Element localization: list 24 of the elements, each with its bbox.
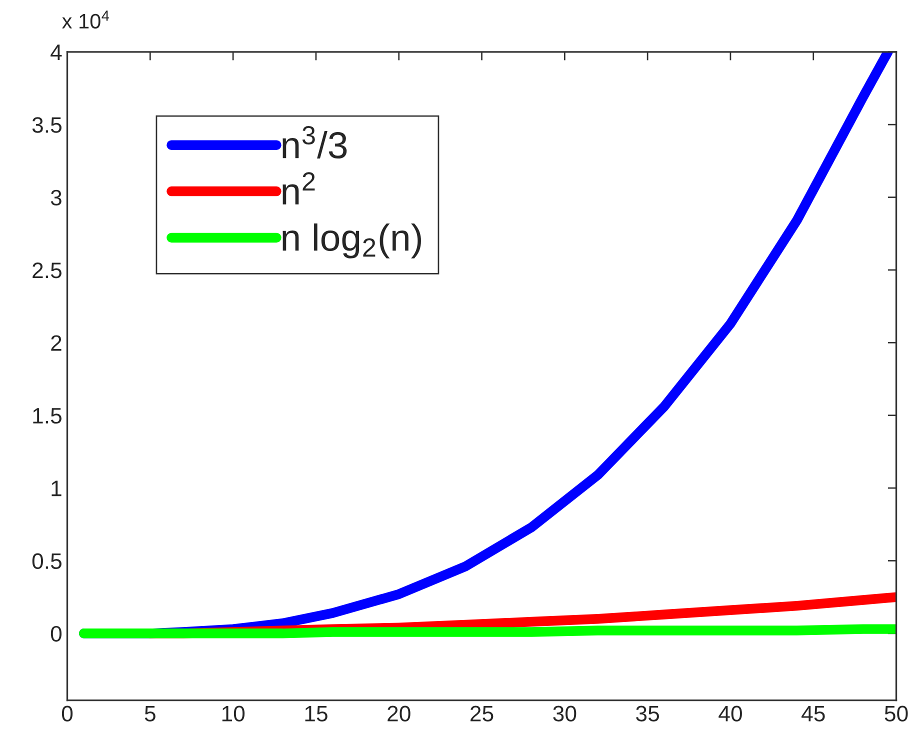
x-tick-label: 40 — [718, 706, 742, 722]
y-tick-label: 0 — [50, 626, 62, 642]
x-tick-label: 15 — [305, 706, 328, 722]
x-tick-label: 45 — [802, 706, 825, 722]
x-tick-label: 5 — [144, 706, 156, 722]
x-tick-label: 50 — [884, 706, 908, 722]
y-tick-label: 4 — [50, 44, 62, 60]
x-tick-label: 0 — [62, 706, 73, 722]
legend-label: n log$_{2}$(n) — [282, 223, 421, 258]
legend-label: n$^{2}$ — [282, 172, 315, 204]
y-tick-label: 1.5 — [33, 408, 62, 424]
x-tick-label: 30 — [553, 706, 576, 722]
y-tick-label: 1 — [52, 480, 62, 496]
y-tick-label: 0.5 — [32, 553, 62, 570]
y-tick-label: 2 — [51, 335, 62, 351]
x-tick-label: 25 — [470, 706, 494, 722]
text: x 10$^{4}$ — [62, 10, 110, 29]
y-tick-label: 3.5 — [32, 117, 62, 133]
x-tick-label: 10 — [222, 706, 245, 722]
x-tick-label: 20 — [388, 706, 410, 722]
x-tick-label: 35 — [636, 706, 659, 722]
legend-label: n$^{3}$/3 — [282, 126, 347, 159]
y-tick-label: 3 — [50, 190, 62, 206]
y-tick-label: 2.5 — [32, 262, 62, 278]
